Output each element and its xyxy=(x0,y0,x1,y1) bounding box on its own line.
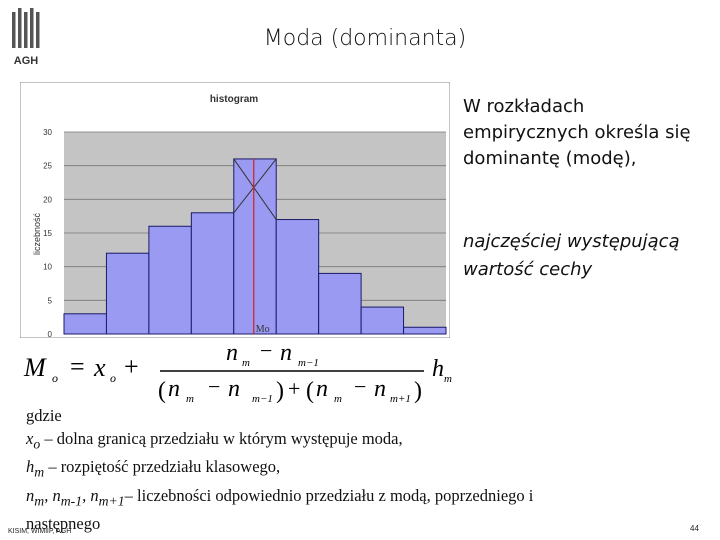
page-title: Moda (dominanta) xyxy=(263,26,467,51)
histogram-bar xyxy=(190,212,235,335)
histogram-bar xyxy=(105,252,150,335)
desc-line-2-text: – rozpiętość przedziału klasowego, xyxy=(44,457,281,477)
num-n2: n xyxy=(280,340,292,366)
den-n4: n xyxy=(374,376,386,402)
den-n3-sub: m xyxy=(334,393,342,404)
y-tick-label: 10 xyxy=(43,263,52,272)
histogram-bar xyxy=(63,313,107,335)
histogram-bar xyxy=(403,326,447,335)
agh-logo: AGH xyxy=(6,8,46,68)
den-n1: n xyxy=(168,376,180,402)
formula-x: x xyxy=(93,353,106,382)
num-n2-sub: m−1 xyxy=(298,357,319,369)
definition-italic-2: wartość cechy xyxy=(463,259,593,280)
den-minus1: − xyxy=(208,374,220,399)
y-tick-label: 30 xyxy=(43,128,52,137)
desc-line-2: hm – rozpiętość przedziału klasowego, xyxy=(26,455,666,483)
formula-x-sub: o xyxy=(110,371,116,385)
desc-n2: n xyxy=(52,485,61,505)
desc-line-3-text: – liczebności odpowiednio przedziału z m… xyxy=(124,485,534,505)
definition-line-3: dominantę (modę), xyxy=(463,148,637,169)
desc-n2-sub: m-1 xyxy=(60,492,83,508)
y-tick-label: 15 xyxy=(43,229,52,238)
histogram-bar xyxy=(275,219,320,335)
den-rp1: ) xyxy=(276,378,284,404)
footer-institution: KISIM, WIMiIP, AGH xyxy=(8,528,72,535)
desc-n1: n xyxy=(26,485,35,505)
formula-h: h xyxy=(432,356,444,382)
definition-italic: najczęściej występującą wartość cechy xyxy=(463,228,713,284)
desc-n3-sub: m+1 xyxy=(98,492,125,508)
page-number: 44 xyxy=(690,524,699,533)
desc-line-1: xo – dolna granicą przedziału w którym w… xyxy=(26,427,666,455)
desc-h: h xyxy=(26,457,35,477)
histogram-bar xyxy=(360,306,405,335)
definition-line-1: W rozkładach xyxy=(463,96,585,117)
chart-title: histogram xyxy=(210,94,258,105)
definition-italic-1: najczęściej występującą xyxy=(463,231,680,252)
desc-line-4: następnego xyxy=(26,513,101,533)
desc-line-0: gdzie xyxy=(26,406,62,425)
mode-cross-line xyxy=(233,158,277,220)
mode-formula: M o = x o + n m − n m−1 ( n m − n m−1 ) … xyxy=(23,338,452,404)
agh-logo-mark: AGH xyxy=(12,8,40,67)
y-tick-label: 5 xyxy=(48,296,53,305)
histogram-bar xyxy=(318,272,362,335)
formula-mo-sub: o xyxy=(52,371,58,385)
histogram-bar xyxy=(148,225,192,335)
den-n4-sub: m+1 xyxy=(390,393,411,404)
desc-x-sub: o xyxy=(33,436,41,452)
mode-cross-line xyxy=(233,158,277,214)
desc-sep2: , xyxy=(82,485,91,505)
logo-text: AGH xyxy=(14,55,39,67)
desc-h-sub: m xyxy=(34,464,45,480)
formula-h-sub: m xyxy=(444,373,452,385)
desc-sep1: , xyxy=(44,485,53,505)
den-lp2: ( xyxy=(306,378,314,404)
num-n1: n xyxy=(226,340,238,366)
num-minus: − xyxy=(260,338,272,363)
definition-text: W rozkładach empirycznych określa się do… xyxy=(463,94,713,172)
formula-mo: M xyxy=(23,353,47,382)
den-minus2: − xyxy=(354,374,366,399)
formula-plus: + xyxy=(124,352,139,381)
num-n1-sub: m xyxy=(242,357,250,369)
formula-eq: = xyxy=(70,352,85,381)
y-axis-label: liczebność xyxy=(32,212,42,255)
den-n3: n xyxy=(316,376,328,402)
definition-line-2: empirycznych określa się xyxy=(463,122,691,143)
den-plus: + xyxy=(288,376,300,401)
den-n2-sub: m−1 xyxy=(252,393,273,404)
den-n1-sub: m xyxy=(186,393,194,404)
desc-line-1-text: – dolna granicą przedziału w którym wyst… xyxy=(40,429,403,448)
mode-label: Mo xyxy=(256,324,270,335)
desc-n3: n xyxy=(90,485,99,505)
desc-n1-sub: m xyxy=(34,492,45,508)
y-tick-label: 20 xyxy=(43,195,52,204)
histogram-bar xyxy=(233,158,277,335)
den-rp2: ) xyxy=(414,378,422,404)
legend-description: gdzie xo – dolna granicą przedziału w kt… xyxy=(26,404,666,535)
desc-x: x xyxy=(26,429,34,448)
desc-line-3: nm, nm-1, nm+1– liczebności odpowiednio … xyxy=(26,484,666,512)
y-tick-label: 25 xyxy=(43,162,52,171)
den-lp1: ( xyxy=(158,378,166,404)
histogram-chart: histogram liczebność 0 5 10 15 20 25 30 Mo xyxy=(20,82,450,338)
y-tick-label: 0 xyxy=(48,330,53,338)
den-n2: n xyxy=(228,376,240,402)
